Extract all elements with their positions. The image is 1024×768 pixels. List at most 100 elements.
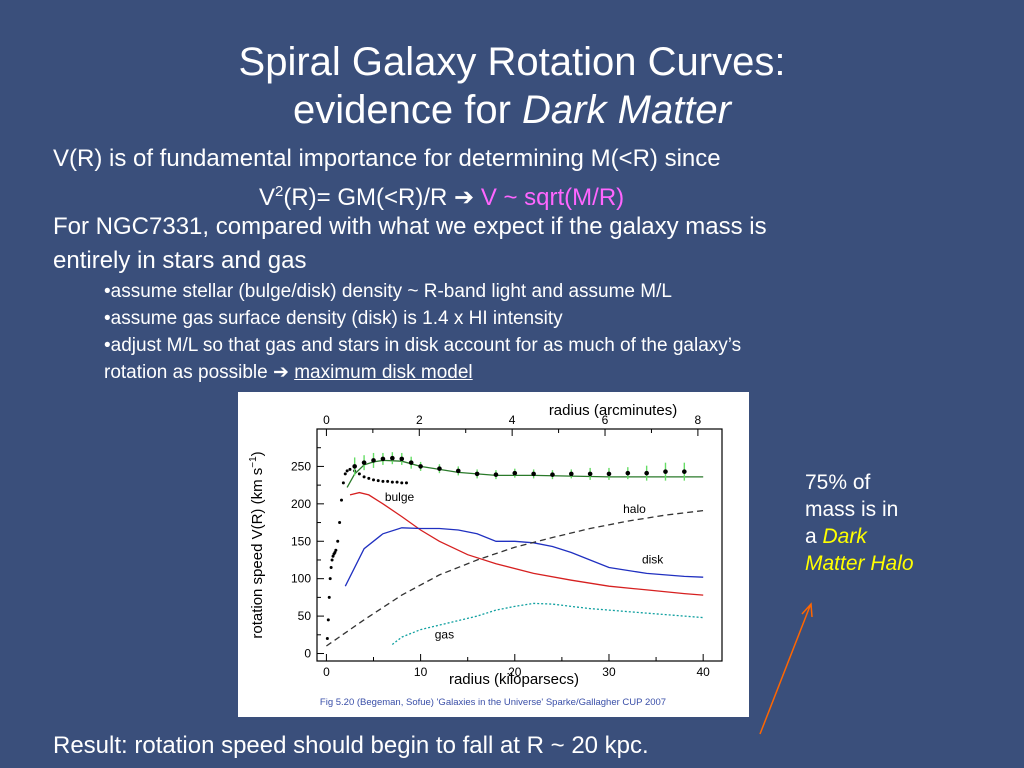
- series-HI-point: [437, 466, 442, 471]
- bullet-adjust: •adjust M/L so that gas and stars in dis…: [104, 333, 741, 359]
- series-bulge-line: [349, 491, 704, 596]
- intro-line: V(R) is of fundamental importance for de…: [53, 145, 721, 172]
- ngc-line-2: entirely in stars and gas: [53, 247, 307, 274]
- y-axis-label-close: ): [249, 451, 266, 456]
- series-HI-point: [399, 456, 405, 462]
- top-tick-label: 6: [602, 413, 609, 427]
- note-line-3-prefix: a: [805, 525, 823, 548]
- y-tick-label: 200: [291, 497, 311, 511]
- annotation-gas: gas: [435, 628, 454, 642]
- x-tick-label: 20: [508, 665, 522, 679]
- y-tick-label: 250: [291, 459, 311, 473]
- series-optical-point: [334, 548, 338, 552]
- series-HI-point: [455, 468, 461, 474]
- series-optical-point: [367, 476, 371, 480]
- rotation-curve-chart: 0 10 20 30 40 0 50 100 150 200 250 0 2 4 6 8 bulge hal…: [248, 402, 723, 708]
- series-HI-point: [569, 471, 574, 477]
- equation-v: V: [259, 184, 276, 211]
- series-HI-point: [408, 460, 414, 465]
- title-line-2-prefix: evidence for: [293, 88, 523, 132]
- bullet-adjust-s: s: [731, 335, 742, 356]
- bullet-max-disk: rotation as possible ➔ maximum disk mode…: [104, 360, 473, 386]
- ngc-line: For NGC7331, compared with what we expec…: [53, 213, 767, 240]
- top-tick-label: 4: [509, 413, 516, 427]
- series-optical-point: [339, 498, 343, 502]
- series-optical-point: [333, 550, 337, 554]
- series-disk-line: [344, 527, 704, 587]
- series-HI-point: [493, 472, 499, 477]
- arrow-icon: ➔: [273, 362, 289, 383]
- title-line-1: Spiral Galaxy Rotation Curves:: [238, 40, 786, 84]
- series-HI-point: [512, 470, 518, 476]
- rotation-curve-figure: 0 10 20 30 40 0 50 100 150 200 250 0 2 4 6 8 bulge hal…: [238, 392, 749, 717]
- annotation-disk: disk: [642, 553, 664, 567]
- annotation-arrow-head: [801, 602, 813, 618]
- bullet-adjust-apostrophe: ’: [727, 335, 732, 356]
- y-tick-label: 0: [304, 647, 311, 661]
- top-tick-label: 8: [695, 413, 702, 427]
- y-tick-label: 100: [291, 572, 311, 586]
- plot-frame: [316, 428, 723, 662]
- maximum-disk-link[interactable]: maximum disk model: [294, 362, 473, 383]
- series-optical-point: [372, 478, 376, 482]
- annotation-arrow-line: [759, 605, 811, 735]
- series-optical-point: [331, 554, 335, 558]
- series-HI-point: [390, 455, 395, 461]
- series-HI-point: [682, 469, 687, 474]
- series-optical-point: [376, 479, 380, 483]
- bullet-adjust-text: •adjust M/L so that gas and stars in dis…: [104, 335, 728, 356]
- y-tick-label: 150: [291, 534, 311, 548]
- series-optical-point: [390, 480, 394, 484]
- bullet-gas: •assume gas surface density (disk) is 1.…: [104, 308, 563, 329]
- y-tick-label: 50: [298, 609, 312, 623]
- series-HI-point: [550, 472, 555, 477]
- note-line-1: 75% of: [805, 471, 871, 494]
- series-optical-point: [404, 481, 408, 485]
- series-optical-point: [381, 479, 385, 483]
- y-axis-label-text: rotation speed V(R) (km s: [249, 468, 266, 639]
- series-optical-point: [325, 637, 329, 641]
- x-axis-label: radius (kiloparsecs): [449, 671, 579, 688]
- series-optical-point: [330, 558, 334, 562]
- series-optical-point: [362, 475, 366, 479]
- series-optical-point: [395, 480, 399, 484]
- top-tick-label: 2: [416, 413, 423, 427]
- dark-matter-note: 75% of mass is in a Dark Matter Halo: [805, 469, 914, 577]
- x-tick-label: 10: [414, 665, 428, 679]
- series-optical-point: [327, 595, 331, 599]
- series-HI-point: [380, 456, 386, 462]
- series-optical-point: [329, 565, 333, 569]
- series-optical-point: [341, 481, 345, 485]
- top-axis-label: radius (arcminutes): [549, 402, 677, 419]
- series-optical-point: [326, 618, 330, 622]
- title-dark-matter: Dark Matter: [522, 88, 731, 132]
- note-dark: Dark: [822, 525, 867, 548]
- series-optical-point: [328, 577, 332, 581]
- series-optical-point: [338, 521, 342, 525]
- y-axis-label: rotation speed V(R) (km s−1): [248, 451, 266, 638]
- result-line: Result: rotation speed should begin to f…: [53, 732, 649, 759]
- bullet-stellar: •assume stellar (bulge/disk) density ~ R…: [104, 281, 672, 302]
- note-line-2: mass is in: [805, 498, 899, 521]
- equation-highlight: V ~ sqrt(M/R): [480, 184, 625, 211]
- series-optical-point: [357, 472, 361, 476]
- series-HI-point: [418, 464, 423, 469]
- title-line-2: evidence for Dark Matter: [0, 86, 1024, 134]
- bullet-max-disk-prefix: rotation as possible: [104, 362, 273, 383]
- x-tick-label: 0: [323, 665, 330, 679]
- equation-rest: (R)= GM(<R)/R: [283, 184, 455, 211]
- series-optical-point: [345, 469, 349, 473]
- annotation-halo: halo: [623, 502, 646, 516]
- top-tick-label: 0: [323, 413, 330, 427]
- series-HI-point: [361, 460, 367, 465]
- series-HI-point: [625, 470, 631, 476]
- equation-line: V2(R)= GM(<R)/R ➔ V ~ sqrt(M/R): [259, 177, 624, 213]
- figure-caption: Fig 5.20 (Begeman, Sofue) 'Galaxies in t…: [320, 697, 666, 708]
- x-tick-label: 40: [696, 665, 710, 679]
- series-HI-point: [606, 471, 612, 477]
- note-matter-halo: Matter Halo: [805, 552, 914, 575]
- series-optical-point: [343, 472, 347, 476]
- series-optical-point: [336, 539, 340, 543]
- series-optical-point: [348, 467, 352, 471]
